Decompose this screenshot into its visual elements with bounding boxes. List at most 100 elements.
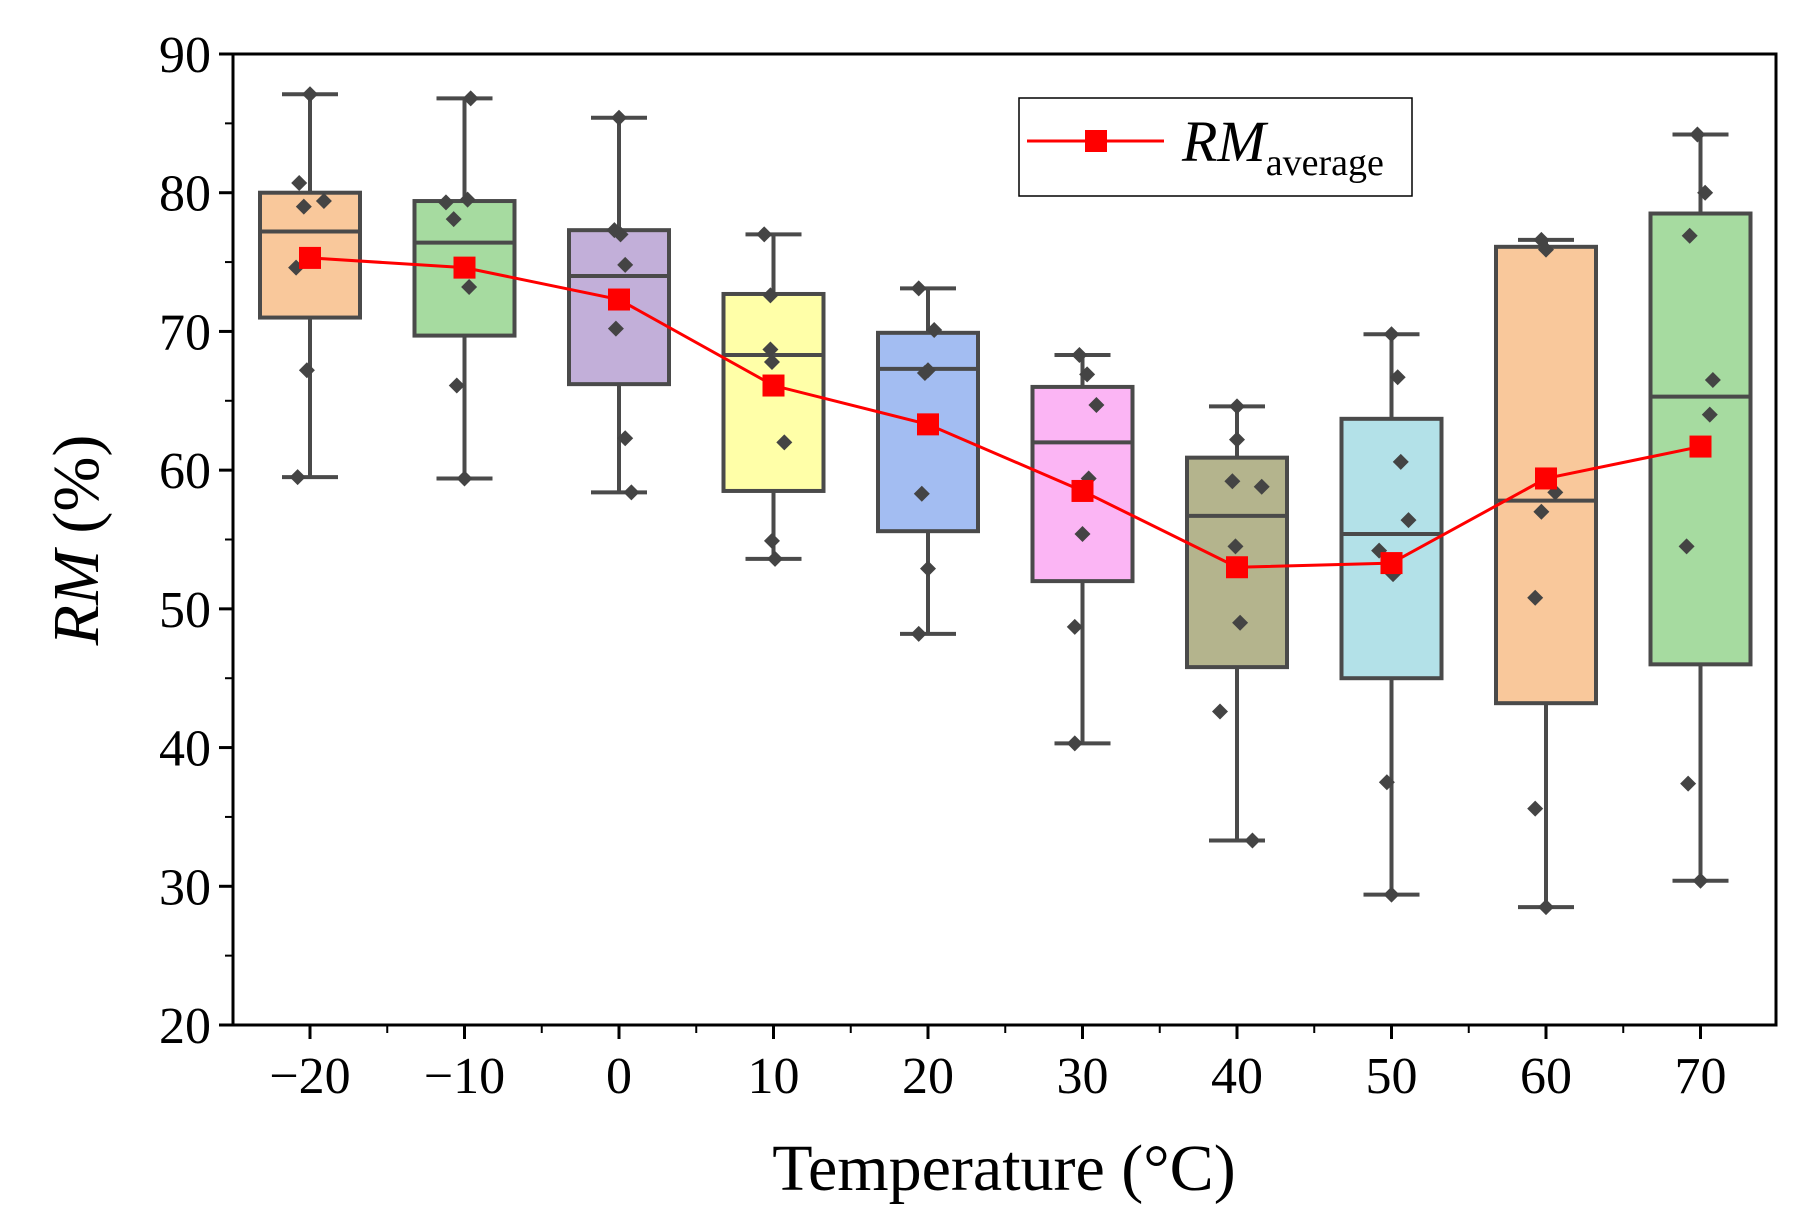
data-point [459,191,476,208]
data-point [763,532,780,549]
data-point [1681,227,1698,244]
data-point [1538,899,1554,916]
y-axis-title-suffix: (%) [40,435,113,550]
data-point [1074,525,1091,542]
average-marker [453,256,476,279]
data-point [1066,735,1083,752]
average-marker [1071,479,1094,502]
x-tick-label: 60 [1520,1048,1572,1105]
data-point [1088,396,1105,413]
legend-label-italic: RM [1181,109,1268,174]
legend-label-subscript: average [1266,142,1384,184]
data-point [617,430,634,447]
data-point [1244,832,1261,849]
y-tick-label: 60 [159,443,211,500]
data-point [617,256,634,273]
data-point [926,322,943,339]
legend: RMaverage [1018,97,1413,197]
data-point [445,211,462,228]
box-group [567,115,671,495]
data-point [315,193,332,210]
data-point [1533,503,1550,520]
data-point [1538,241,1554,258]
x-axis-title: Temperature (°C) [772,1132,1235,1205]
y-tick-label: 50 [159,582,211,639]
data-point [1392,453,1409,470]
data-point [612,226,629,243]
data-point [1066,618,1083,635]
data-point [1701,406,1718,423]
data-point [462,90,479,107]
data-point [461,279,478,296]
data-point [291,175,308,192]
average-marker [299,246,321,269]
boxes-layer [258,92,1753,910]
data-point [1689,126,1706,143]
data-point [1383,886,1400,903]
data-point [1383,326,1400,343]
axis-ticks-layer: 20 30 40 50 60 70 80 90 −20 −10 0 10 20 30 40 50 60 70 [159,27,1727,1105]
average-marker [1689,435,1712,458]
data-point [1389,369,1406,386]
y-tick-label: 20 [159,998,211,1055]
y-tick-label: 80 [159,166,211,223]
data-point [762,341,779,358]
data-points-layer [288,86,1721,916]
box-group [1648,132,1753,883]
average-marker [917,413,939,436]
data-point [1229,431,1245,448]
data-point [1527,589,1544,606]
data-point [920,560,936,577]
data-point [611,109,627,126]
data-point [1704,371,1721,388]
y-tick-label: 40 [159,721,211,778]
x-tick-label: 20 [902,1048,954,1105]
data-point [1697,184,1714,201]
x-tick-label: 0 [606,1048,632,1105]
average-series-layer [299,246,1712,579]
data-point [1229,398,1245,415]
data-point [623,484,640,501]
data-point [1680,775,1697,792]
data-point [1232,614,1249,631]
data-point [916,365,933,382]
y-tick-label: 90 [159,27,211,84]
data-point [763,353,780,370]
data-point [298,362,315,379]
box-group [258,92,362,480]
average-line [309,256,1701,569]
box-group [876,286,980,636]
box-group [1494,237,1598,910]
legend-marker [1085,130,1107,152]
data-point [1253,478,1270,495]
legend-box [1018,97,1413,197]
box-group [721,232,826,561]
x-tick-label: 30 [1057,1048,1109,1105]
x-tick-label: −20 [269,1048,350,1105]
data-point [1678,538,1695,555]
data-point [1400,512,1417,529]
x-tick-label: −10 [424,1048,505,1105]
box-group [1339,332,1444,897]
average-marker [1535,467,1557,490]
x-tick-label: 70 [1675,1048,1727,1105]
data-point [910,625,927,642]
legend-label: RMaverage [1181,109,1384,184]
data-point [1378,774,1395,791]
data-point [289,469,306,486]
data-point [448,377,465,394]
data-point [776,434,793,451]
data-point [913,485,930,502]
data-point [1079,366,1096,383]
x-tick-label: 50 [1366,1048,1418,1105]
data-point [1224,473,1241,490]
average-marker [762,374,785,397]
data-point [1227,538,1244,555]
x-tick-label: 10 [748,1048,800,1105]
y-tick-label: 30 [159,859,211,916]
data-point [295,198,312,215]
data-point [437,194,454,211]
y-tick-label: 70 [159,304,211,361]
average-marker [1226,556,1248,579]
